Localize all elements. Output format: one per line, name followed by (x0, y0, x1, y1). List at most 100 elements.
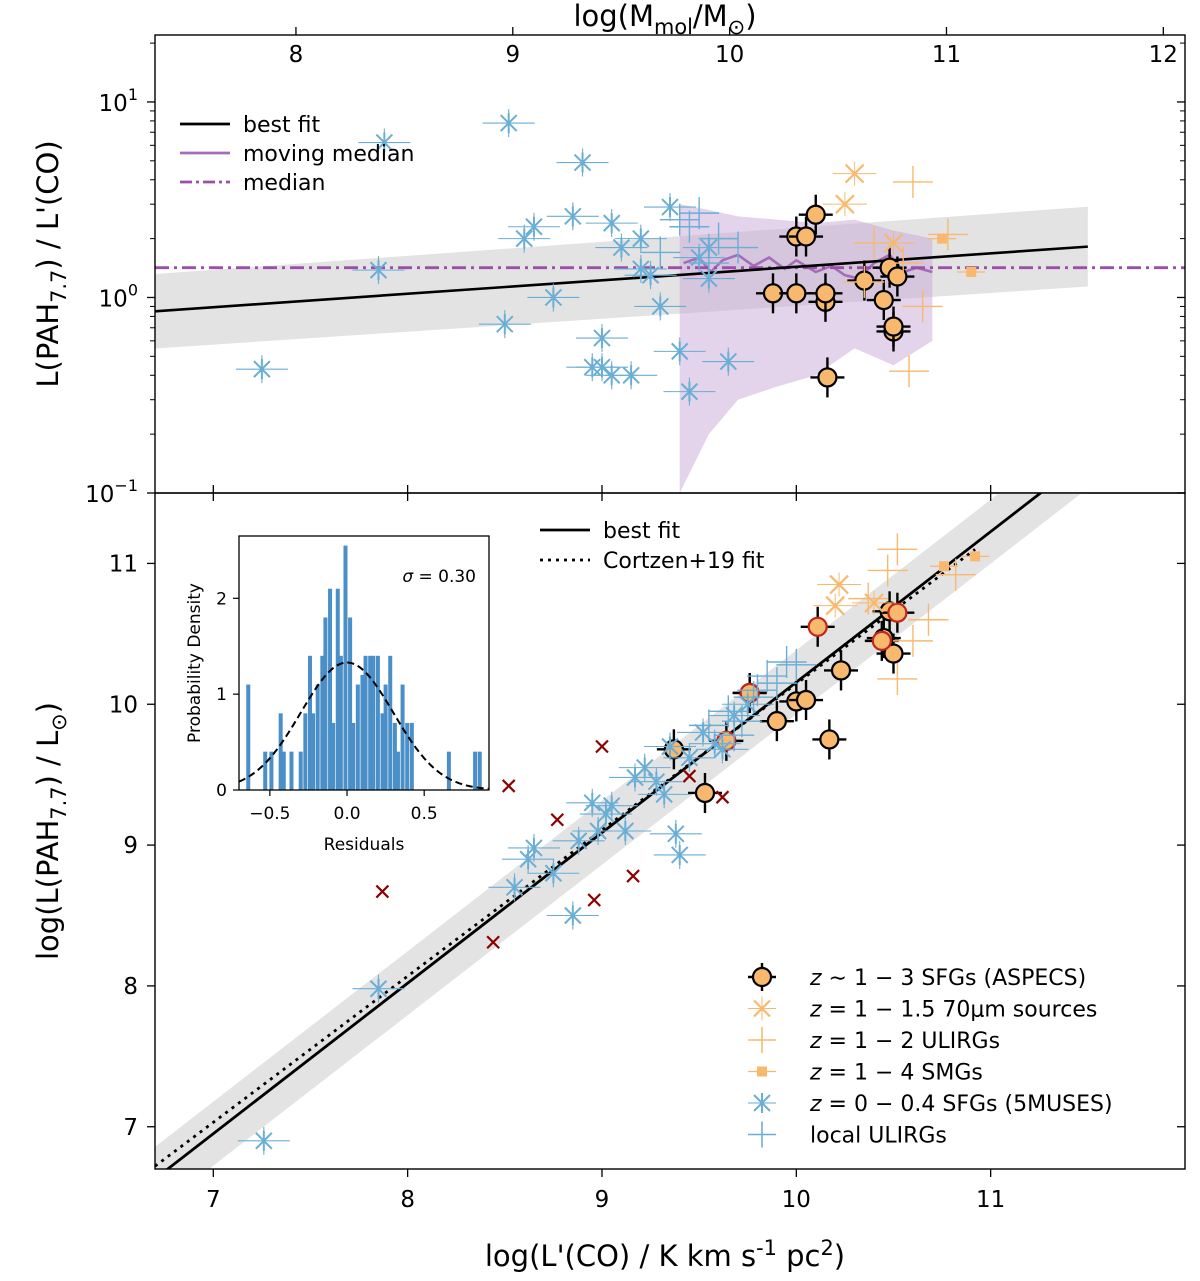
histogram-bar-34 (446, 751, 451, 790)
main-fit-legend-label-cortzen-19-fit: Cortzen+19 fit (603, 549, 765, 574)
legend-rest: ∼ 1 − 3 SFGs (ASPECS) (822, 966, 1087, 991)
ratio-point-z-0-0-4-sfgs-5muses-6 (507, 212, 560, 241)
main-point-fit-outliers-0 (375, 884, 390, 899)
legend-rest: = 1 − 4 SMGs (822, 1061, 983, 1086)
main-y-tick-label-2: 9 (123, 833, 138, 859)
ratio-y-tick-label-1: 100 (99, 280, 138, 312)
ratio-point-z-1-3-sfgs-aspecs-10 (873, 289, 894, 311)
main-point-local-ulirgs-9 (714, 719, 755, 752)
ratio-point-z-0-0-4-sfgs-5muses-5 (498, 224, 551, 253)
histogram-bar-24 (371, 655, 376, 790)
main-point-local-ulirgs-8 (733, 681, 774, 714)
swatch-square (757, 1066, 767, 1077)
main-point-z-0-0-4-sfgs-5muses-0 (237, 1126, 290, 1155)
ratio-point-z-1-2-ulirgs-4 (902, 290, 943, 323)
ratio-point-z-0-0-4-sfgs-5muses-15 (605, 361, 658, 390)
ratio-point-z-0-0-4-sfgs-5muses-1 (352, 256, 405, 285)
main-panel-fit-legend: best fit Cortzen+19 fit (540, 519, 765, 574)
histogram-bar-36 (477, 751, 482, 790)
main-point-z-1-1-5-70um-sources-0 (817, 572, 862, 597)
ratio-y-axis-label-part: (CO) (31, 140, 65, 206)
ratio-point-z-0-0-4-sfgs-5muses-18 (624, 261, 677, 290)
ratio-point-z-0-0-4-sfgs-5muses-27 (556, 148, 609, 177)
ratio-point-z-1-3-sfgs-aspecs-8 (805, 204, 826, 225)
main-point-z-0-0-4-sfgs-5muses-11 (585, 791, 638, 820)
histogram-bar-32 (405, 722, 410, 790)
top-x-tick-label-4: 12 (1149, 42, 1178, 68)
histogram-bar-13 (328, 588, 333, 790)
inset-y-axis-label: Probability Density (185, 583, 205, 743)
main-point-z-1-3-sfgs-aspecs-5 (795, 689, 817, 711)
sample-legend-label-0: z ∼ 1 − 3 SFGs (ASPECS) (809, 966, 1086, 991)
ratio-point-z-0-0-4-sfgs-5muses-0 (235, 355, 288, 384)
ratio-series-local-ulirgs (640, 197, 759, 280)
main-series-local-ulirgs (688, 646, 817, 752)
histogram-bar-10 (315, 684, 320, 790)
residuals-inset: −0.5 0.0 0.5 0 1 2 Residuals Probability Dens… (185, 535, 490, 855)
legend-rest: = 1 − 2 ULIRGs (822, 1029, 1000, 1054)
inset-x-tick-label-2: 0.5 (411, 804, 438, 824)
main-point-local-ulirgs-5 (756, 667, 797, 700)
histogram-bar-29 (392, 722, 397, 790)
main-series-z-1-4-smgs (930, 551, 990, 572)
main-point-local-ulirgs-2 (721, 705, 762, 738)
ratio-point-z-1-2-ulirgs-6 (844, 265, 885, 298)
sample-legend-label-1: z = 1 − 1.5 70μm sources (809, 998, 1097, 1023)
main-point-z-0-0-4-sfgs-5muses-19 (653, 840, 706, 869)
main-y-axis-label-part: 7.7 (47, 787, 71, 820)
main-x-axis-label-part: ) (834, 1239, 845, 1273)
sample-legend-swatch-2 (748, 1027, 776, 1053)
main-point-z-1-3-sfgs-aspecs-1 (694, 782, 716, 804)
main-y-axis-label-part: ⊙ (47, 713, 71, 731)
ratio-point-z-1-3-sfgs-aspecs-9 (817, 367, 838, 388)
histogram-bar-17 (343, 545, 348, 790)
ratio-point-z-1-2-ulirgs-1 (927, 218, 968, 251)
main-point-fit-outliers-2-stroke-b (501, 779, 516, 793)
main-point-fit-outliers-8 (715, 790, 730, 804)
histogram-bar-6 (298, 751, 303, 790)
ratio-point-local-ulirgs-6 (688, 247, 729, 280)
histogram-bar-1 (263, 751, 268, 790)
top-x-axis-label: log(Mmol/M⊙) (573, 0, 756, 39)
main-point-z-1-1-5-70um-sources-1 (813, 593, 858, 618)
ratio-y-axis-label-part: L(PAH (31, 303, 65, 388)
main-x-axis-label-part: log(L (485, 1239, 557, 1273)
main-point-z-0-0-4-sfgs-5muses-1 (352, 974, 405, 1003)
sample-legend-label-3: z = 1 − 4 SMGs (809, 1061, 983, 1086)
ratio-series-z-1-4-smgs (928, 233, 986, 277)
main-point-fit-outliers-1 (486, 935, 500, 950)
inset-plot-area (239, 545, 489, 790)
main-point-fit-outliers-6 (626, 869, 640, 883)
top-x-axis-label-part: log(M (573, 0, 654, 33)
swatch-x-b (753, 999, 771, 1018)
main-panel-sample-legend: z ∼ 1 − 3 SFGs (ASPECS) z = 1 − 1.5 70μm … (748, 963, 1113, 1149)
main-y-axis-label-part: ) (31, 702, 65, 713)
main-point-z-1-3-sfgs-aspecs-3 (766, 711, 787, 732)
ratio-point-z-0-0-4-sfgs-5muses-12 (585, 209, 638, 238)
inset-x-tick-label-1: 0.0 (334, 804, 361, 824)
main-point-z-0-0-4-sfgs-5muses-15 (630, 767, 683, 796)
inset-y-tick-label-0: 0 (216, 781, 227, 801)
main-series-fit-outliers (375, 739, 730, 950)
ratio-y-axis-label: L(PAH7.7) / L'(CO) (31, 140, 71, 387)
tick-base: 10 (85, 482, 114, 508)
ratio-point-local-ulirgs-1 (659, 203, 700, 236)
main-point-z-1-2-ulirgs-2 (908, 603, 949, 636)
ratio-point-z-1-1-5-70um-sources-1 (822, 192, 867, 217)
ratio-point-z-0-0-4-sfgs-5muses-14 (595, 233, 648, 262)
ratio-point-z-1-3-sfgs-aspecs-5 (786, 283, 807, 304)
histogram-bar-30 (395, 751, 400, 790)
ratio-point-z-1-2-ulirgs-3 (883, 247, 924, 280)
sample-legend-swatch-0 (748, 963, 776, 991)
ratio-point-z-1-3-sfgs-aspecs-13 (887, 266, 908, 287)
gaussian-fit-curve (239, 661, 489, 790)
histogram-bar-3 (278, 713, 283, 790)
tick-base: 10 (99, 91, 128, 117)
main-point-fit-outliers-4-stroke-b (587, 893, 601, 907)
histogram-bar-7 (303, 713, 308, 790)
legend-z: z (809, 998, 822, 1023)
main-point-local-ulirgs-0 (688, 709, 729, 742)
histogram-bar-33 (409, 722, 414, 790)
